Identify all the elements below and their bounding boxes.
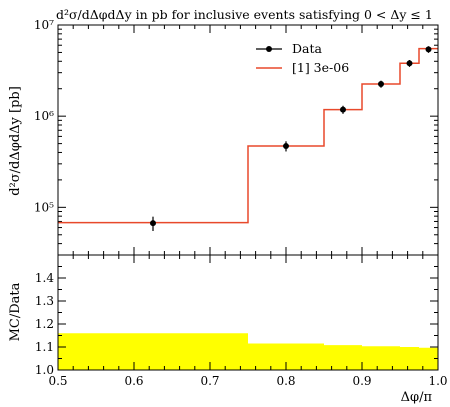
data-point	[340, 106, 346, 113]
main-ytick-label: 10⁵	[34, 200, 54, 214]
legend-data-marker	[266, 46, 272, 52]
ratio-xtick-label: 0.6	[124, 374, 143, 388]
mc-step-line	[58, 47, 438, 224]
ratio-frame	[57, 254, 439, 371]
ratio-ticks: 1.0 1.1 1.2 1.3 1.4 0.5 0.6 0.7 0.8 0.9 1.0	[35, 254, 448, 388]
data-point	[406, 60, 413, 67]
main-series	[58, 46, 438, 232]
main-ytick-label: 10⁷	[34, 18, 54, 32]
ratio-ytick-label: 1.1	[35, 340, 54, 354]
data-point	[378, 81, 384, 88]
main-ytick-label: 10⁶	[34, 109, 54, 123]
chart-title: d²σ/dΔφdΔy in pb for inclusive events sa…	[56, 7, 433, 22]
ratio-xlabel: Δφ/π	[401, 390, 433, 405]
ratio-xtick-label: 0.5	[48, 374, 67, 388]
main-panel: 10⁵ 10⁶ 10⁷	[34, 18, 439, 256]
ratio-xtick-label: 0.7	[200, 374, 219, 388]
ratio-ylabel: MC/Data	[8, 282, 23, 341]
ratio-ytick-label: 1.4	[35, 271, 54, 285]
data-point	[150, 220, 156, 227]
ratio-panel: 1.0 1.1 1.2 1.3 1.4 0.5 0.6 0.7 0.8 0.9 1.0	[35, 254, 448, 388]
data-point	[425, 46, 432, 53]
ratio-xtick-label: 0.8	[276, 374, 295, 388]
legend-data-label: Data	[292, 41, 322, 56]
ratio-xtick-label: 0.9	[352, 374, 371, 388]
main-ylabel: d²σ/dΔφdΔy [pb]	[8, 86, 23, 196]
ratio-ytick-label: 1.0	[35, 363, 54, 377]
main-ticks: 10⁵ 10⁶ 10⁷	[34, 18, 439, 256]
data-point	[283, 143, 289, 150]
ratio-xtick-label: 1.0	[428, 374, 447, 388]
ratio-band	[58, 333, 438, 370]
ratio-ytick-label: 1.2	[35, 317, 54, 331]
ratio-band-area	[58, 333, 438, 370]
ratio-ytick-label: 1.3	[35, 294, 54, 308]
legend: Data [1] 3e-06	[256, 41, 349, 75]
legend-mc-label: [1] 3e-06	[292, 60, 349, 75]
